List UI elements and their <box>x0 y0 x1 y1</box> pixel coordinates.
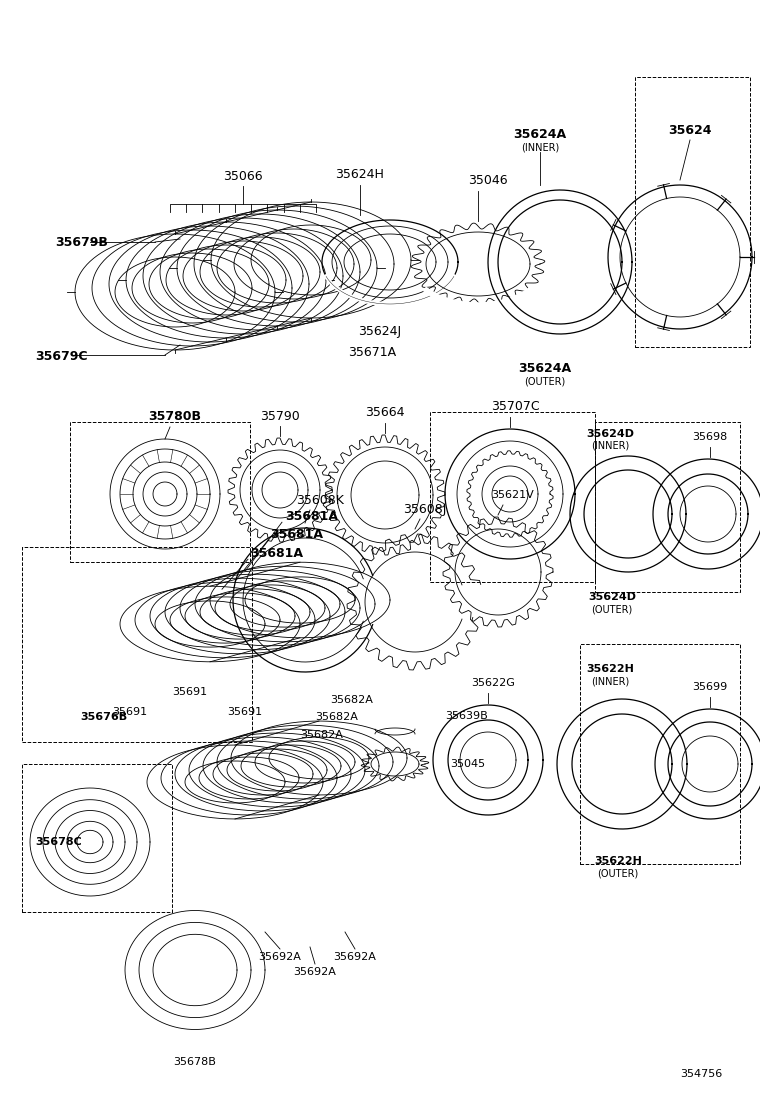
Text: 35679C: 35679C <box>35 350 87 364</box>
Bar <box>70 421 250 562</box>
Bar <box>22 764 172 912</box>
Text: 35066: 35066 <box>223 169 263 182</box>
Text: 35671A: 35671A <box>348 346 396 358</box>
Text: 35624J: 35624J <box>359 326 401 338</box>
Text: 35621V: 35621V <box>492 490 534 500</box>
Text: 35679B: 35679B <box>55 236 108 248</box>
Text: 35622G: 35622G <box>471 678 515 688</box>
Text: 35624H: 35624H <box>336 169 385 181</box>
Text: (OUTER): (OUTER) <box>524 377 565 387</box>
Text: 35676B: 35676B <box>80 712 127 722</box>
Text: 35622H: 35622H <box>586 664 634 674</box>
Text: 35692A: 35692A <box>293 967 337 977</box>
Text: 35681A: 35681A <box>250 547 303 559</box>
Text: (INNER): (INNER) <box>521 143 559 153</box>
Text: 35682A: 35682A <box>315 712 358 722</box>
Bar <box>430 413 595 582</box>
Bar <box>580 644 740 864</box>
Text: 35624D: 35624D <box>586 429 634 439</box>
Text: 35691: 35691 <box>227 707 262 717</box>
Text: 35682A: 35682A <box>330 695 373 705</box>
Text: 35624: 35624 <box>668 123 712 137</box>
Text: (OUTER): (OUTER) <box>597 868 638 878</box>
Text: 35790: 35790 <box>260 409 300 423</box>
Text: 35678B: 35678B <box>173 1058 217 1068</box>
Text: 35691: 35691 <box>173 687 207 697</box>
Text: 35698: 35698 <box>692 431 727 441</box>
Text: 35664: 35664 <box>366 407 405 419</box>
Bar <box>22 547 252 742</box>
Text: 35691: 35691 <box>112 707 147 717</box>
Text: 35608J: 35608J <box>404 503 447 516</box>
Bar <box>635 77 750 347</box>
Text: 35780B: 35780B <box>148 410 201 424</box>
Text: 35681A: 35681A <box>285 509 338 523</box>
Text: 35678C: 35678C <box>35 837 82 847</box>
Text: 35624A: 35624A <box>518 363 572 376</box>
Text: 35681A: 35681A <box>270 528 323 540</box>
Text: (INNER): (INNER) <box>591 676 629 686</box>
Text: 35639B: 35639B <box>445 711 488 721</box>
Text: 354756: 354756 <box>680 1069 722 1079</box>
Text: 35707C: 35707C <box>491 400 540 414</box>
Text: 35622H: 35622H <box>594 856 642 866</box>
Text: 35624A: 35624A <box>514 129 566 141</box>
Text: 35682A: 35682A <box>300 731 343 741</box>
Text: 35045: 35045 <box>450 759 485 770</box>
Text: 35046: 35046 <box>468 175 508 188</box>
Text: 35624D: 35624D <box>588 592 636 602</box>
Text: 35692A: 35692A <box>258 952 302 962</box>
Bar <box>595 421 740 592</box>
Text: 35699: 35699 <box>692 682 727 692</box>
Text: (OUTER): (OUTER) <box>591 605 632 615</box>
Text: 35692A: 35692A <box>334 952 376 962</box>
Text: (INNER): (INNER) <box>591 441 629 451</box>
Text: 35608K: 35608K <box>296 494 344 506</box>
